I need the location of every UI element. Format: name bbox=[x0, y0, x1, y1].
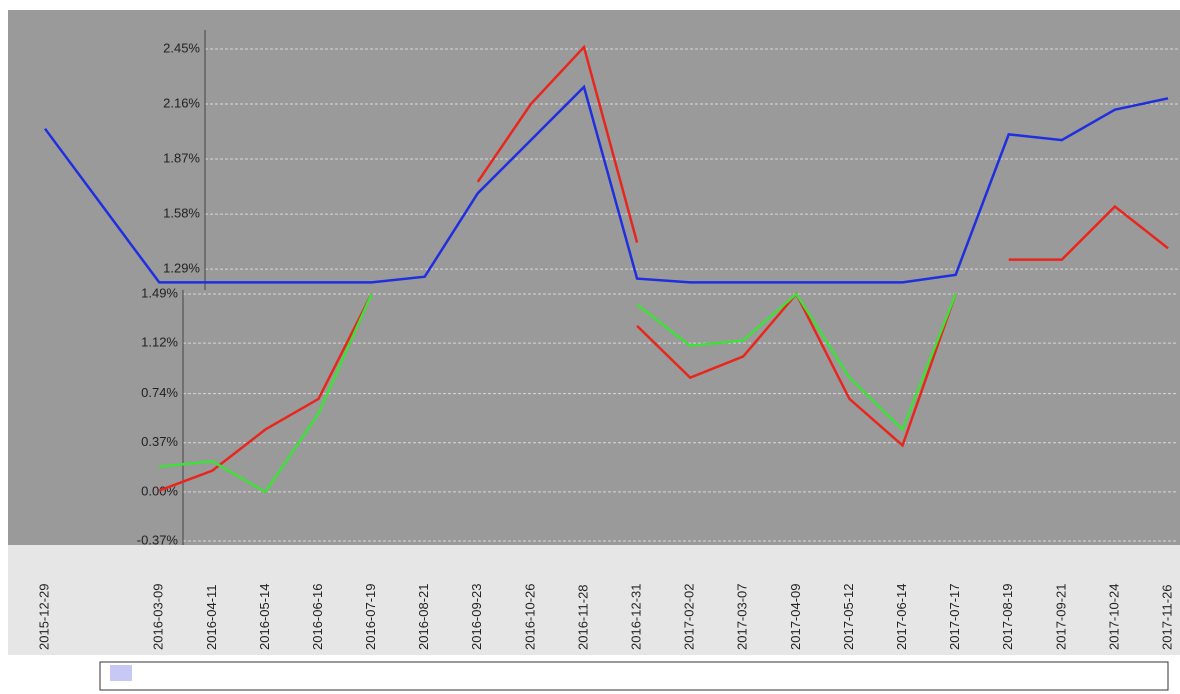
x-tick-label: 2017-07-17 bbox=[947, 584, 962, 651]
page: 2.45% 2.16% 1.87% 1.58% 1.29% 1.49% 1.12% 0.74%… bbox=[0, 0, 1180, 694]
legend-swatch bbox=[110, 665, 132, 681]
x-tick-label: 2016-03-09 bbox=[151, 584, 166, 651]
x-tick-label: 2016-12-31 bbox=[629, 584, 644, 651]
x-tick-label: 2016-10-26 bbox=[522, 584, 537, 651]
y-tick-label: 2.45% bbox=[163, 40, 200, 55]
x-tick-label: 2017-10-24 bbox=[1106, 584, 1121, 651]
y-tick-label: 1.58% bbox=[163, 206, 200, 221]
y-tick-label: 0.74% bbox=[141, 385, 178, 400]
x-tick-label: 2016-04-11 bbox=[204, 584, 219, 650]
chart: 2.45% 2.16% 1.87% 1.58% 1.29% 1.49% 1.12% 0.74%… bbox=[0, 0, 1180, 694]
x-tick-label: 2017-09-21 bbox=[1053, 584, 1068, 651]
x-tick-label: 2016-07-19 bbox=[363, 584, 378, 651]
x-tick-label: 2016-08-21 bbox=[416, 584, 431, 651]
x-tick-label: 2016-11-28 bbox=[575, 584, 590, 650]
x-tick-label: 2017-06-14 bbox=[894, 584, 909, 651]
y-tick-label: 1.29% bbox=[163, 261, 200, 276]
x-tick-label: 2017-08-19 bbox=[1000, 584, 1015, 651]
x-tick-label: 2015-12-29 bbox=[36, 584, 51, 651]
y-tick-label: 1.49% bbox=[141, 285, 178, 300]
x-tick-label: 2017-02-02 bbox=[682, 584, 697, 651]
x-tick-label: 2017-03-07 bbox=[735, 584, 750, 651]
y-tick-label: 1.12% bbox=[141, 335, 178, 350]
y-tick-label: -0.37% bbox=[137, 532, 179, 547]
x-tick-label: 2017-05-12 bbox=[841, 584, 856, 651]
legend-box bbox=[100, 662, 1168, 690]
x-tick-label: 2017-04-09 bbox=[788, 584, 803, 651]
x-tick-label: 2016-09-23 bbox=[469, 584, 484, 651]
y-tick-label: 2.16% bbox=[163, 95, 200, 110]
y-tick-label: 0.37% bbox=[141, 434, 178, 449]
x-tick-label: 2017-11-26 bbox=[1159, 584, 1174, 650]
y-tick-label: 1.87% bbox=[163, 150, 200, 165]
x-tick-label: 2016-05-14 bbox=[257, 584, 272, 651]
x-tick-label: 2016-06-16 bbox=[310, 584, 325, 651]
